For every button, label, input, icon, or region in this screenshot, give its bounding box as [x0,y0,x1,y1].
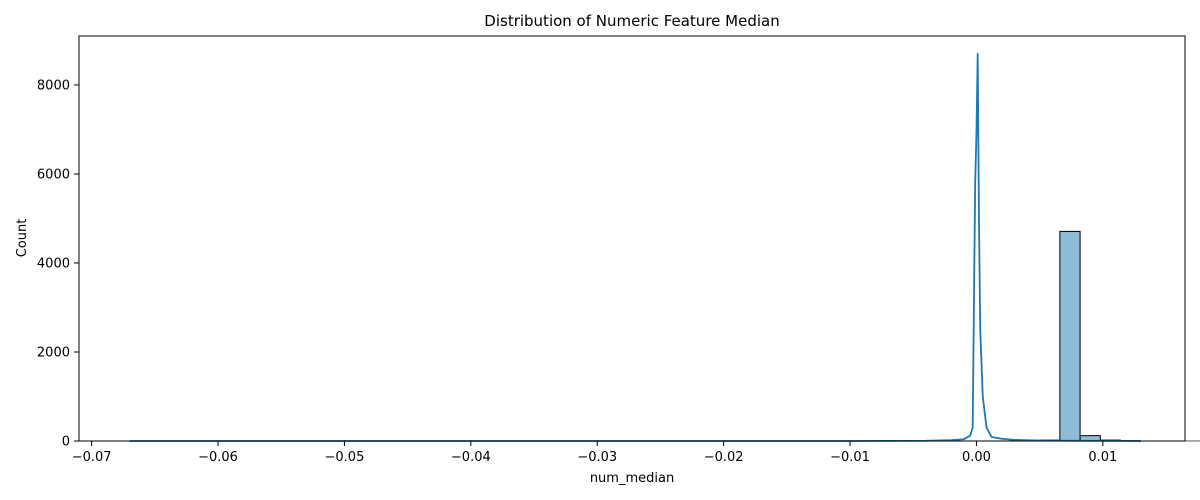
y-tick-label: 0 [62,435,70,450]
x-axis-label: num_median [590,471,674,486]
y-tick-label: 6000 [37,167,70,182]
y-axis-label: Count [15,219,30,258]
x-tick-label: −0.02 [704,450,744,465]
x-tick-label: −0.06 [198,450,238,465]
y-tick-label: 8000 [37,78,70,93]
x-axis-ticks: −0.07 −0.06 −0.05 −0.04 −0.03 −0.02 −0.01 0.00 0… [72,441,1117,465]
histogram-bars [129,230,1200,442]
y-tick-label: 2000 [37,345,70,360]
plot-frame [78,35,1186,442]
x-tick-label: −0.04 [451,450,491,465]
chart-title: Distribution of Numeric Feature Median [484,12,779,30]
x-tick-label: −0.01 [830,450,870,465]
x-tick-label: 0.00 [962,450,991,465]
x-tick-label: −0.07 [72,450,112,465]
x-tick-label: 0.01 [1088,450,1117,465]
y-axis-ticks: 0 2000 4000 6000 8000 [37,78,79,450]
kde-line [129,52,1141,442]
x-tick-label: −0.03 [577,450,617,465]
y-tick-label: 4000 [37,256,70,271]
histogram-bar [1059,230,1081,442]
kde-curve-group [129,52,1141,442]
x-tick-label: −0.05 [325,450,365,465]
